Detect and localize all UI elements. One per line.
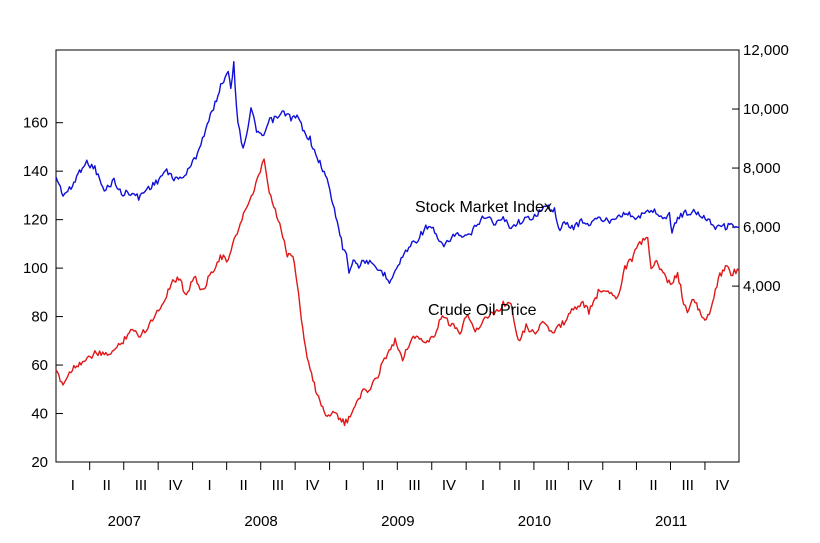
right-tick-label: 10,000 (743, 101, 789, 118)
right-tick-label: 12,000 (743, 42, 789, 59)
quarter-label: II (513, 477, 521, 494)
left-tick-label: 80 (31, 309, 48, 326)
left-tick-label: 120 (23, 212, 48, 229)
stock-market-index-line (55, 61, 740, 284)
plot-frame (55, 49, 740, 463)
quarter-label: I (618, 477, 622, 494)
crude-oil-price-label: Crude Oil Price (428, 302, 537, 319)
quarter-label: IV (442, 477, 456, 494)
crude-oil-price-line (55, 158, 740, 427)
left-tick-label: 40 (31, 406, 48, 423)
quarter-label: II (240, 477, 248, 494)
year-label: 2010 (518, 513, 551, 530)
right-axis: 4,000 6,000 8,000 10,000 12,000 (732, 42, 789, 295)
right-tick-label: 4,000 (743, 278, 781, 295)
quarter-label: I (208, 477, 212, 494)
quarter-label: IV (715, 477, 729, 494)
year-label: 2008 (244, 513, 277, 530)
quarter-label: III (408, 477, 421, 494)
year-label: 2007 (108, 513, 141, 530)
left-tick-label: 160 (23, 115, 48, 132)
quarter-label: I (71, 477, 75, 494)
year-label: 2009 (381, 513, 414, 530)
quarter-label: III (545, 477, 558, 494)
quarter-label: III (272, 477, 285, 494)
year-label: 2011 (655, 513, 687, 530)
quarter-label: I (344, 477, 348, 494)
left-tick-label: 20 (31, 454, 48, 471)
left-tick-label: 100 (23, 260, 48, 277)
series-layer (55, 61, 740, 427)
quarter-label: IV (578, 477, 592, 494)
quarter-label: IV (305, 477, 319, 494)
left-tick-label: 140 (23, 163, 48, 180)
right-tick-label: 6,000 (743, 219, 781, 236)
stock-market-index-label: Stock Market Index (415, 199, 552, 216)
left-tick-label: 60 (31, 357, 48, 374)
right-tick-label: 8,000 (743, 160, 781, 177)
quarter-label: IV (168, 477, 182, 494)
quarter-label: III (135, 477, 148, 494)
quarter-label: II (376, 477, 384, 494)
quarter-label: II (103, 477, 111, 494)
quarter-label: II (649, 477, 657, 494)
left-axis: 20 40 60 80 100 120 140 160 (23, 115, 63, 471)
quarter-label: I (481, 477, 485, 494)
quarter-label: III (681, 477, 694, 494)
